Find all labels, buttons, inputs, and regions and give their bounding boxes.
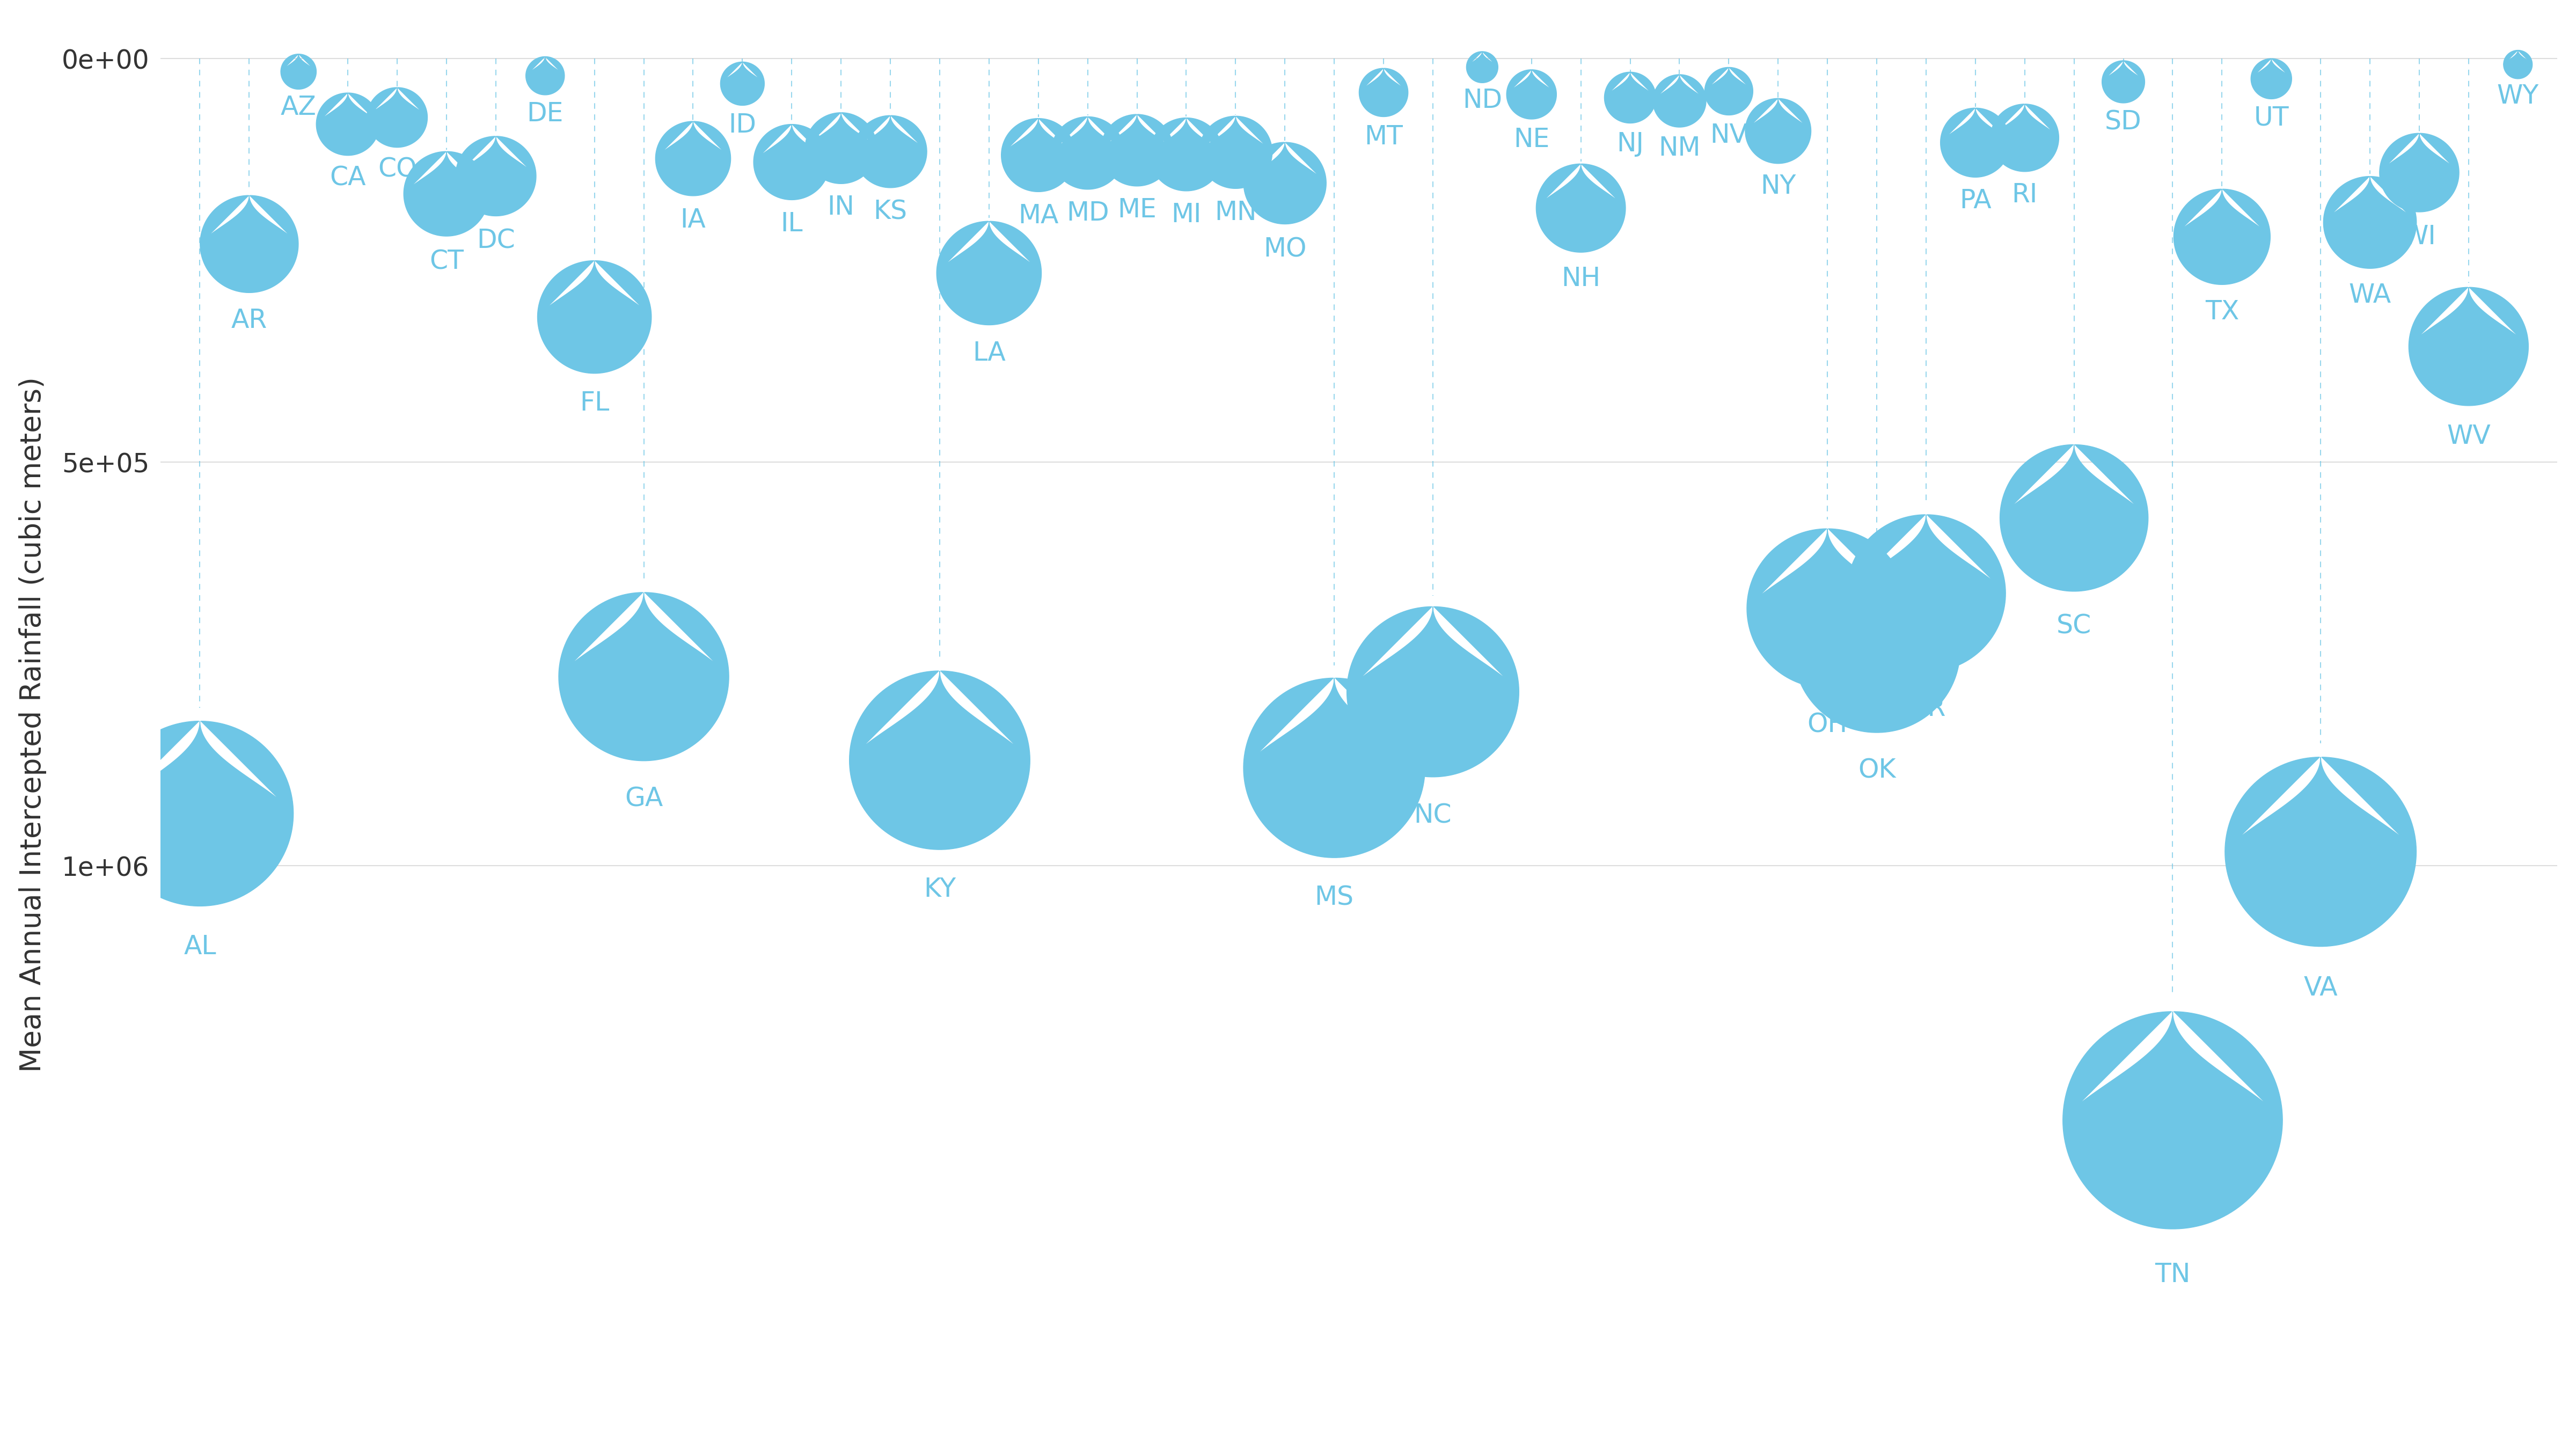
Text: CT: CT <box>430 249 464 275</box>
Text: SD: SD <box>2105 109 2141 135</box>
Polygon shape <box>1654 74 1705 128</box>
Polygon shape <box>1149 117 1224 191</box>
Text: DC: DC <box>477 227 515 254</box>
Polygon shape <box>2102 61 2146 103</box>
Polygon shape <box>2174 188 2269 284</box>
Text: LA: LA <box>971 341 1005 367</box>
Polygon shape <box>806 113 876 184</box>
Polygon shape <box>1991 104 2058 171</box>
Polygon shape <box>538 261 652 374</box>
Polygon shape <box>1244 678 1425 858</box>
Polygon shape <box>2226 756 2416 946</box>
Text: OK: OK <box>1857 758 1896 782</box>
Text: MN: MN <box>1213 200 1257 225</box>
Text: VA: VA <box>2303 975 2336 1001</box>
Text: NH: NH <box>1561 265 1600 291</box>
Polygon shape <box>1747 529 1909 688</box>
Polygon shape <box>1100 114 1172 185</box>
Polygon shape <box>281 54 317 90</box>
Text: FL: FL <box>580 390 611 416</box>
Text: MT: MT <box>1365 125 1404 149</box>
Text: MS: MS <box>1314 885 1355 910</box>
Polygon shape <box>721 62 765 106</box>
Polygon shape <box>2504 51 2532 78</box>
Text: ME: ME <box>1118 197 1157 223</box>
Text: NM: NM <box>1659 135 1700 161</box>
Text: CA: CA <box>330 165 366 191</box>
Text: NV: NV <box>1710 122 1747 148</box>
Text: AR: AR <box>232 307 268 333</box>
Text: MO: MO <box>1262 236 1306 262</box>
Text: NJ: NJ <box>1618 130 1643 156</box>
Polygon shape <box>853 116 927 188</box>
Text: MI: MI <box>1172 201 1200 227</box>
Text: WI: WI <box>2403 223 2437 249</box>
Text: CO: CO <box>379 156 417 183</box>
Text: KS: KS <box>873 199 907 225</box>
Text: RI: RI <box>2012 181 2038 207</box>
Text: WA: WA <box>2349 283 2391 309</box>
Polygon shape <box>1940 109 2009 177</box>
Text: UT: UT <box>2254 104 2290 130</box>
Polygon shape <box>2063 1011 2282 1229</box>
Polygon shape <box>559 593 729 761</box>
Polygon shape <box>755 125 829 200</box>
Polygon shape <box>1360 68 1409 117</box>
Text: OH: OH <box>1808 711 1847 738</box>
Polygon shape <box>654 122 732 196</box>
Text: IL: IL <box>781 212 804 238</box>
Text: KY: KY <box>925 877 956 903</box>
Polygon shape <box>2409 287 2530 406</box>
Polygon shape <box>201 196 299 293</box>
Polygon shape <box>1705 67 1752 114</box>
Polygon shape <box>526 57 564 94</box>
Text: PA: PA <box>1960 187 1991 213</box>
Polygon shape <box>1244 142 1327 225</box>
Text: MA: MA <box>1018 203 1059 229</box>
Polygon shape <box>1466 52 1499 83</box>
Text: AL: AL <box>183 933 216 959</box>
Polygon shape <box>850 671 1030 849</box>
Polygon shape <box>456 136 536 216</box>
Polygon shape <box>366 87 428 148</box>
Polygon shape <box>1847 514 2007 672</box>
Polygon shape <box>1507 70 1556 119</box>
Polygon shape <box>1605 72 1656 123</box>
Text: TX: TX <box>2205 298 2239 325</box>
Polygon shape <box>1535 164 1625 252</box>
Text: AZ: AZ <box>281 94 317 120</box>
Text: NC: NC <box>1414 803 1453 829</box>
Text: MD: MD <box>1066 200 1110 226</box>
Polygon shape <box>2251 58 2293 99</box>
Polygon shape <box>106 722 294 906</box>
Text: IA: IA <box>680 207 706 233</box>
Polygon shape <box>1347 607 1520 777</box>
Polygon shape <box>1002 119 1074 191</box>
Text: SC: SC <box>2056 613 2092 639</box>
Text: WY: WY <box>2496 83 2540 109</box>
Text: ID: ID <box>729 112 757 138</box>
Polygon shape <box>2380 133 2460 212</box>
Text: DE: DE <box>526 100 564 126</box>
Polygon shape <box>1793 568 1960 733</box>
Polygon shape <box>1051 117 1123 190</box>
Text: IN: IN <box>827 194 855 220</box>
Polygon shape <box>2324 177 2416 268</box>
Text: NE: NE <box>1515 126 1551 152</box>
Text: OR: OR <box>1906 696 1945 722</box>
Text: GA: GA <box>623 787 662 811</box>
Polygon shape <box>1744 99 1811 164</box>
Polygon shape <box>938 222 1041 325</box>
Text: WV: WV <box>2447 423 2491 449</box>
Polygon shape <box>317 93 379 155</box>
Text: ND: ND <box>1463 87 1502 113</box>
Text: TN: TN <box>2156 1262 2190 1287</box>
Y-axis label: Mean Annual Intercepted Rainfall (cubic meters): Mean Annual Intercepted Rainfall (cubic … <box>18 377 46 1072</box>
Polygon shape <box>1999 445 2148 591</box>
Polygon shape <box>404 152 489 236</box>
Polygon shape <box>1198 116 1273 188</box>
Text: NY: NY <box>1759 174 1795 199</box>
